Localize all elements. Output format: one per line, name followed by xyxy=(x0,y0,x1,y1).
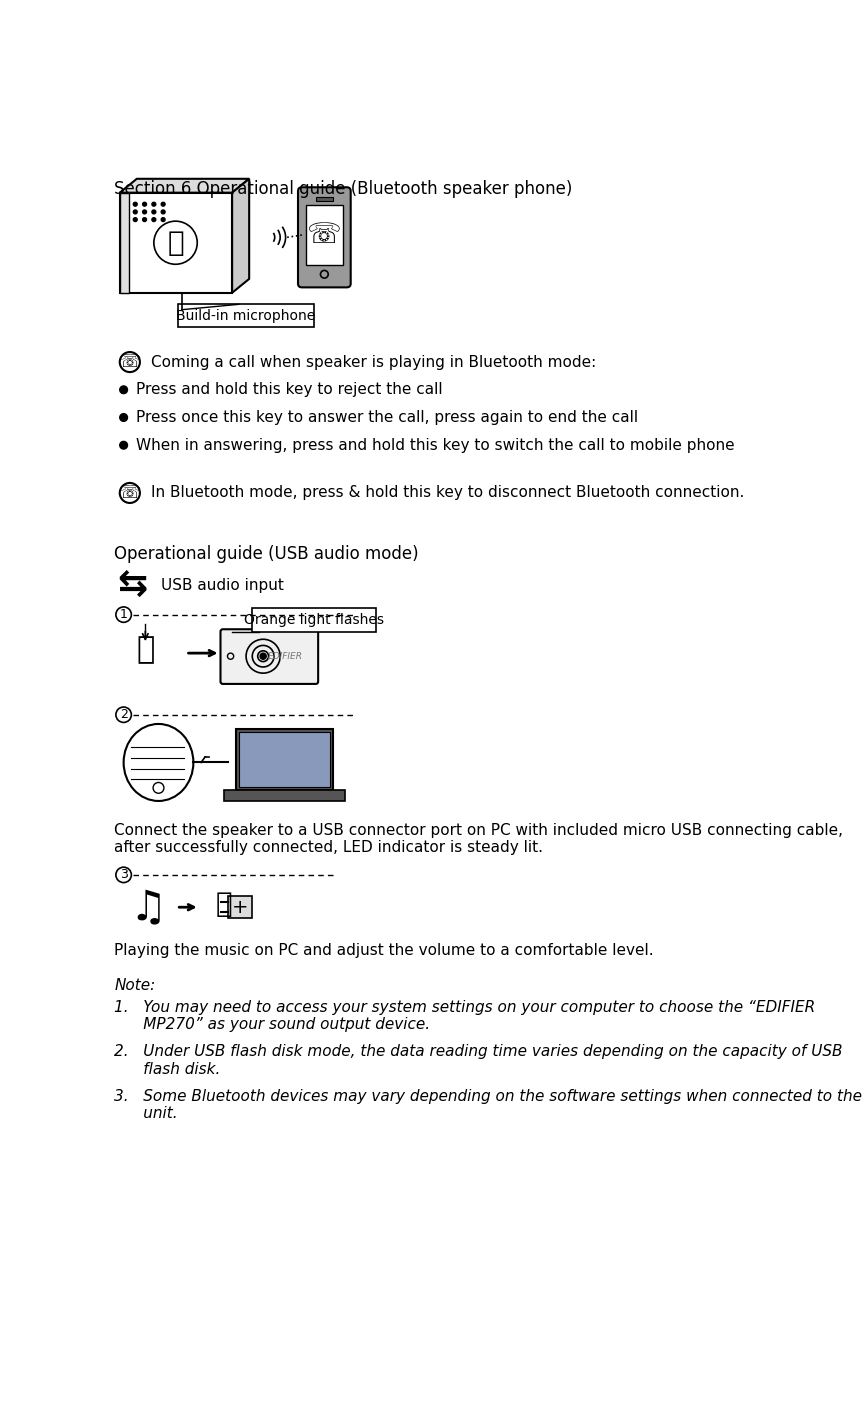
FancyBboxPatch shape xyxy=(221,629,318,684)
FancyBboxPatch shape xyxy=(119,192,129,292)
Text: ☏: ☏ xyxy=(119,353,141,372)
Text: Note:: Note: xyxy=(114,978,156,993)
Circle shape xyxy=(152,202,156,206)
Circle shape xyxy=(143,202,146,206)
Text: Section 6 Operational guide (Bluetooth speaker phone): Section 6 Operational guide (Bluetooth s… xyxy=(114,181,573,198)
Text: In Bluetooth mode, press & hold this key to disconnect Bluetooth connection.: In Bluetooth mode, press & hold this key… xyxy=(151,486,744,500)
FancyBboxPatch shape xyxy=(224,790,344,801)
Text: Build-in microphone: Build-in microphone xyxy=(176,309,316,322)
Text: Press once this key to answer the call, press again to end the call: Press once this key to answer the call, … xyxy=(136,410,638,425)
Circle shape xyxy=(260,653,266,660)
FancyBboxPatch shape xyxy=(178,304,313,328)
Polygon shape xyxy=(232,179,249,292)
Text: USB audio input: USB audio input xyxy=(161,578,284,593)
FancyBboxPatch shape xyxy=(252,609,375,632)
Text: Operational guide (USB audio mode): Operational guide (USB audio mode) xyxy=(114,545,419,564)
Circle shape xyxy=(161,218,165,222)
Circle shape xyxy=(119,441,127,449)
Circle shape xyxy=(133,202,138,206)
Text: 3: 3 xyxy=(119,869,127,882)
Polygon shape xyxy=(119,179,249,192)
FancyBboxPatch shape xyxy=(228,896,252,918)
FancyBboxPatch shape xyxy=(298,188,350,287)
Text: Orange light flashes: Orange light flashes xyxy=(244,613,383,627)
Text: ⇆: ⇆ xyxy=(118,568,148,602)
FancyBboxPatch shape xyxy=(239,732,330,787)
Text: EDIFIER: EDIFIER xyxy=(267,651,303,661)
Circle shape xyxy=(119,386,127,394)
Circle shape xyxy=(119,414,127,421)
Text: 2.   Under USB flash disk mode, the data reading time varies depending on the ca: 2. Under USB flash disk mode, the data r… xyxy=(114,1044,843,1077)
Circle shape xyxy=(161,211,165,213)
Text: 🎤: 🎤 xyxy=(167,229,184,257)
Circle shape xyxy=(161,202,165,206)
Text: Press and hold this key to reject the call: Press and hold this key to reject the ca… xyxy=(136,383,443,397)
Circle shape xyxy=(152,211,156,213)
Text: 2: 2 xyxy=(119,708,127,721)
Circle shape xyxy=(143,211,146,213)
FancyBboxPatch shape xyxy=(316,198,333,201)
Text: +: + xyxy=(232,897,248,917)
Text: 3.   Some Bluetooth devices may vary depending on the software settings when con: 3. Some Bluetooth devices may vary depen… xyxy=(114,1089,862,1122)
Text: Playing the music on PC and adjust the volume to a comfortable level.: Playing the music on PC and adjust the v… xyxy=(114,942,654,958)
Circle shape xyxy=(133,218,138,222)
Text: When in answering, press and hold this key to switch the call to mobile phone: When in answering, press and hold this k… xyxy=(136,438,734,452)
Text: 1.   You may need to access your system settings on your computer to choose the : 1. You may need to access your system se… xyxy=(114,999,816,1031)
Text: ⮳: ⮳ xyxy=(136,634,155,664)
FancyBboxPatch shape xyxy=(119,192,232,292)
Circle shape xyxy=(133,211,138,213)
Circle shape xyxy=(152,218,156,222)
FancyBboxPatch shape xyxy=(305,205,343,266)
FancyBboxPatch shape xyxy=(236,729,333,790)
Text: 1: 1 xyxy=(119,608,127,622)
Circle shape xyxy=(143,218,146,222)
Text: ➕: ➕ xyxy=(216,890,233,918)
Text: ♫: ♫ xyxy=(130,886,167,928)
Text: Coming a call when speaker is playing in Bluetooth mode:: Coming a call when speaker is playing in… xyxy=(151,355,596,370)
Text: ☏: ☏ xyxy=(307,220,342,249)
Text: ☏: ☏ xyxy=(119,485,141,502)
Text: Connect the speaker to a USB connector port on PC with included micro USB connec: Connect the speaker to a USB connector p… xyxy=(114,822,843,855)
